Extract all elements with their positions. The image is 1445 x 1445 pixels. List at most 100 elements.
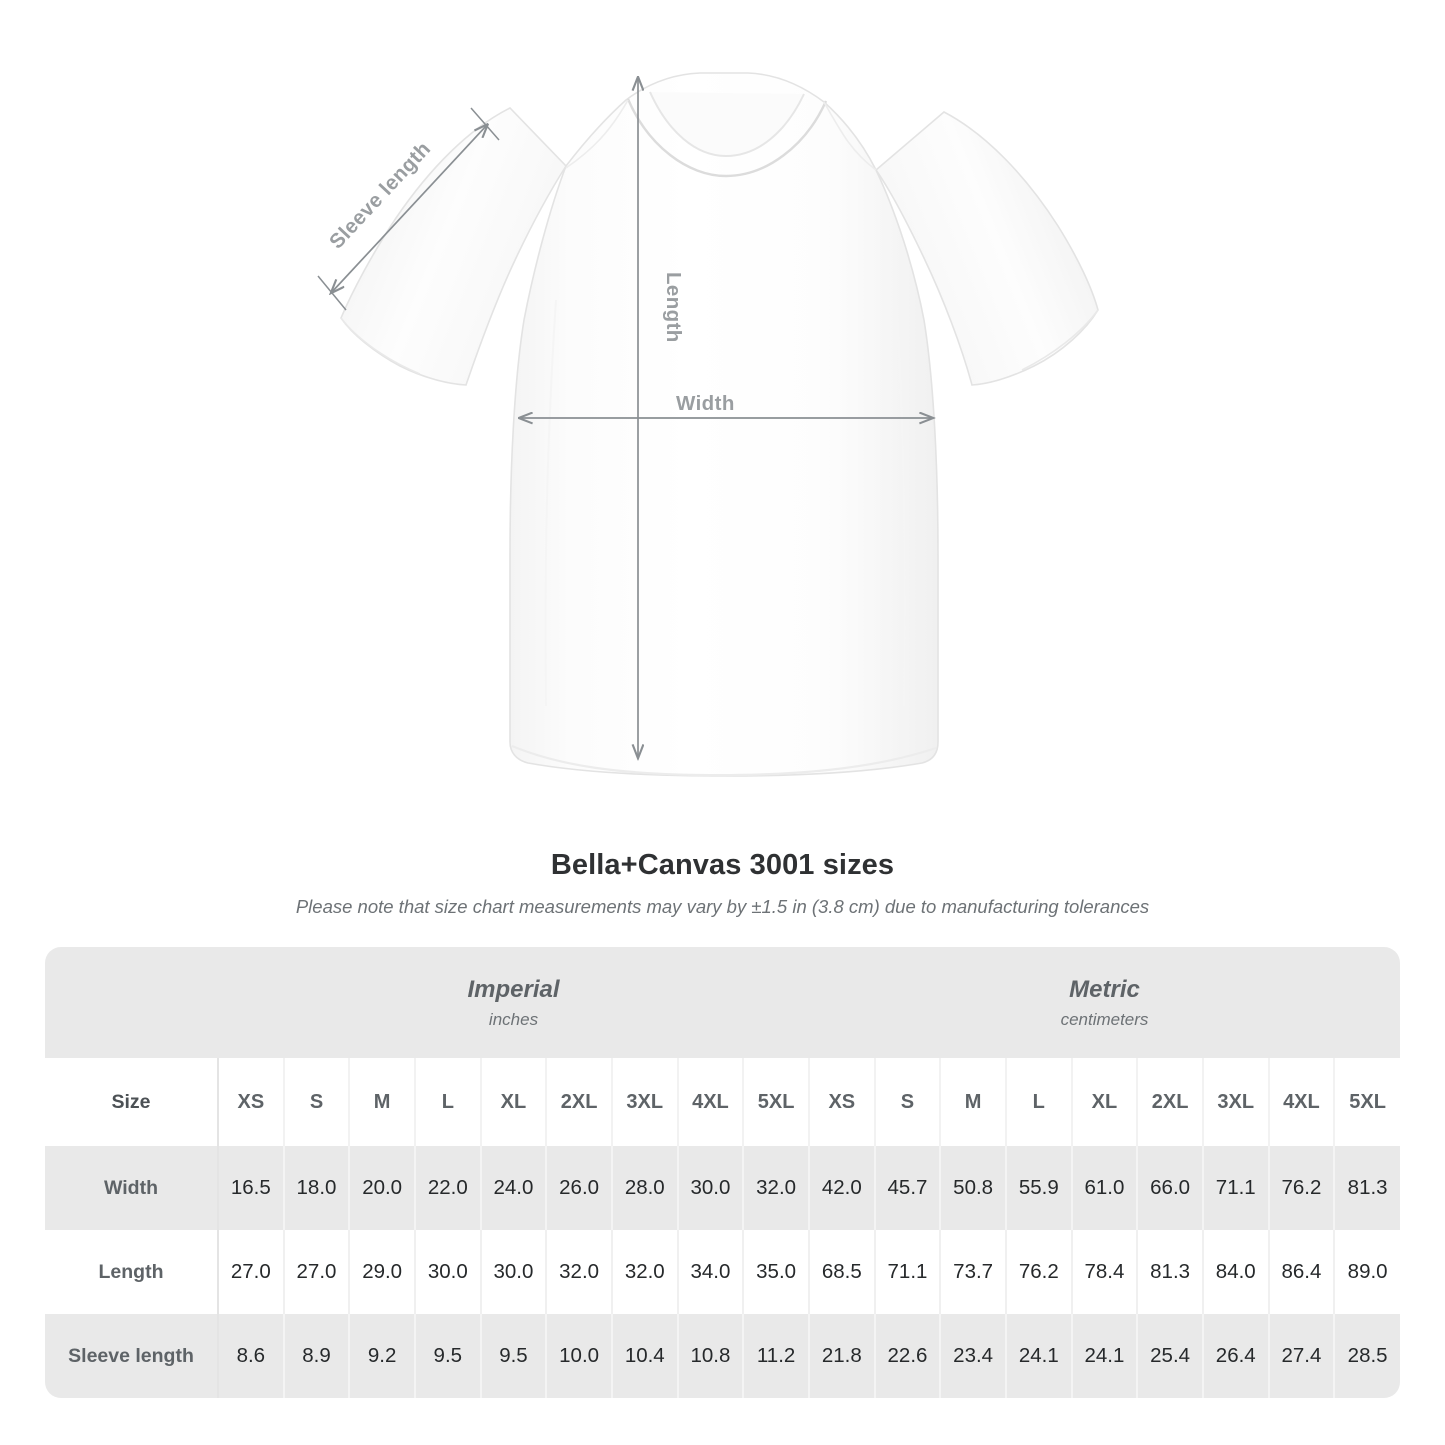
measurement-cell: 71.1 <box>873 1230 941 1314</box>
measurement-cell: 10.0 <box>545 1314 612 1398</box>
length-label: Length <box>662 272 685 343</box>
measurement-cell: 89.0 <box>1333 1230 1401 1314</box>
measurement-cell: 9.5 <box>413 1314 481 1398</box>
measurement-cell: 26.0 <box>545 1146 612 1230</box>
measurement-cell: 9.5 <box>479 1314 547 1398</box>
measurement-cell: 20.0 <box>348 1146 415 1230</box>
size-header-cell: XS <box>807 1058 875 1146</box>
size-header-row: Size XS S M L XL 2XL 3XL 4XL 5XL XS S M L XL 2XL 3XL 4XL 5… <box>45 1058 1401 1146</box>
unit-group-subtitle: centimeters <box>1060 1009 1149 1029</box>
left-shoulder-seam <box>565 99 629 169</box>
page-title: Bella+Canvas 3001 sizes <box>550 849 895 881</box>
table-row: Length 27.0 27.0 29.0 30.0 30.0 32.0 32.0 34.0 35… <box>45 1230 1401 1314</box>
measurement-cell: 27.0 <box>217 1230 284 1314</box>
size-header-label: Size <box>45 1058 218 1146</box>
measurement-cell: 29.0 <box>348 1230 415 1314</box>
measurement-cell: 22.6 <box>873 1314 941 1398</box>
size-header-cell: 5XL <box>742 1058 809 1146</box>
unit-header-row: Imperial inches Metric centimeters <box>45 947 1401 1058</box>
size-header-cell: S <box>873 1058 941 1146</box>
shirt-body <box>509 72 939 777</box>
fabric-fold-left <box>544 299 557 707</box>
row-label-length: Length <box>45 1230 218 1314</box>
measurement-cell: 32.0 <box>545 1230 612 1314</box>
size-header-cell: XS <box>217 1058 284 1146</box>
measurement-cell: 73.7 <box>939 1230 1006 1314</box>
measurement-cell: 78.4 <box>1070 1230 1138 1314</box>
size-header-cell: 3XL <box>610 1058 678 1146</box>
size-header-cell: 5XL <box>1333 1058 1401 1146</box>
measurement-cell: 10.4 <box>610 1314 678 1398</box>
right-sleeve <box>874 111 1099 386</box>
width-measurement: Width <box>520 392 933 418</box>
size-header-cell: M <box>348 1058 415 1146</box>
measurement-cell: 11.2 <box>742 1314 809 1398</box>
measurement-cell: 30.0 <box>413 1230 481 1314</box>
tolerance-note: Please note that size chart measurements… <box>295 896 1150 917</box>
measurement-cell: 24.0 <box>479 1146 547 1230</box>
measurement-cell: 22.0 <box>413 1146 481 1230</box>
size-chart-table-wrapper: Imperial inches Metric centimeters Size XS S M L… <box>45 947 1401 1398</box>
measurement-cell: 35.0 <box>742 1230 809 1314</box>
row-label-sleeve-length: Sleeve length <box>45 1314 218 1398</box>
measurement-cell: 50.8 <box>939 1146 1006 1230</box>
measurement-cell: 24.1 <box>1070 1314 1138 1398</box>
size-header-cell: 3XL <box>1201 1058 1269 1146</box>
width-label: Width <box>676 392 735 415</box>
measurement-cell: 8.9 <box>282 1314 350 1398</box>
fabric-fold-right <box>895 299 906 707</box>
unit-group-name: Metric <box>1069 975 1140 1003</box>
right-shoulder-seam <box>823 101 877 171</box>
measurement-cell: 84.0 <box>1201 1230 1269 1314</box>
collar-outer <box>626 98 828 178</box>
size-header-cell: 4XL <box>1267 1058 1335 1146</box>
measurement-cell: 32.0 <box>742 1146 809 1230</box>
measurement-cell: 81.3 <box>1333 1146 1401 1230</box>
measurement-cell: 66.0 <box>1136 1146 1203 1230</box>
size-header-cell: XL <box>479 1058 547 1146</box>
measurement-cell: 81.3 <box>1136 1230 1203 1314</box>
collar-inner <box>649 91 805 158</box>
size-header-cell: 2XL <box>1136 1058 1203 1146</box>
measurement-cell: 30.0 <box>676 1146 744 1230</box>
measurement-cell: 16.5 <box>217 1146 284 1230</box>
size-header-cell: XL <box>1070 1058 1138 1146</box>
measurement-cell: 86.4 <box>1267 1230 1335 1314</box>
measurement-cell: 55.9 <box>1004 1146 1072 1230</box>
measurement-cell: 24.1 <box>1004 1314 1072 1398</box>
measurement-cell: 61.0 <box>1070 1146 1138 1230</box>
measurement-cell: 23.4 <box>939 1314 1006 1398</box>
unit-header-metric: Metric centimeters <box>808 947 1401 1058</box>
measurement-cell: 28.0 <box>610 1146 678 1230</box>
measurement-cell: 68.5 <box>807 1230 875 1314</box>
measurement-cell: 76.2 <box>1004 1230 1072 1314</box>
size-header-cell: M <box>939 1058 1006 1146</box>
table-row: Width 16.5 18.0 20.0 22.0 24.0 26.0 28.0 30.0 32.… <box>45 1146 1401 1230</box>
size-header-cell: L <box>1004 1058 1072 1146</box>
measurement-cell: 28.5 <box>1333 1314 1401 1398</box>
measurement-cell: 27.0 <box>282 1230 350 1314</box>
shirt-hem <box>511 744 937 777</box>
size-chart-table: Imperial inches Metric centimeters Size XS S M L… <box>45 947 1401 1398</box>
left-sleeve-hem <box>340 317 421 375</box>
measurement-cell: 34.0 <box>676 1230 744 1314</box>
tshirt-measurement-diagram: Length Width Sleeve length <box>317 72 1099 777</box>
measurement-cell: 21.8 <box>807 1314 875 1398</box>
measurement-cell: 32.0 <box>610 1230 678 1314</box>
measurement-cell: 8.6 <box>217 1314 284 1398</box>
right-sleeve-hem <box>1021 309 1099 371</box>
measurement-cell: 9.2 <box>348 1314 415 1398</box>
size-header-cell: S <box>282 1058 350 1146</box>
measurement-cell: 26.4 <box>1201 1314 1269 1398</box>
measurement-cell: 45.7 <box>873 1146 941 1230</box>
table-row: Sleeve length 8.6 8.9 9.2 9.5 9.5 10.0 10.4 10.8… <box>45 1314 1401 1398</box>
measurement-cell: 27.4 <box>1267 1314 1335 1398</box>
size-header-cell: L <box>413 1058 481 1146</box>
measurement-cell: 71.1 <box>1201 1146 1269 1230</box>
sleeve-arrow-line <box>331 125 487 293</box>
unit-header-imperial: Imperial inches <box>218 947 809 1058</box>
measurement-cell: 10.8 <box>676 1314 744 1398</box>
size-header-cell: 2XL <box>545 1058 612 1146</box>
measurement-cell: 25.4 <box>1136 1314 1203 1398</box>
unit-group-name: Imperial <box>467 975 560 1003</box>
